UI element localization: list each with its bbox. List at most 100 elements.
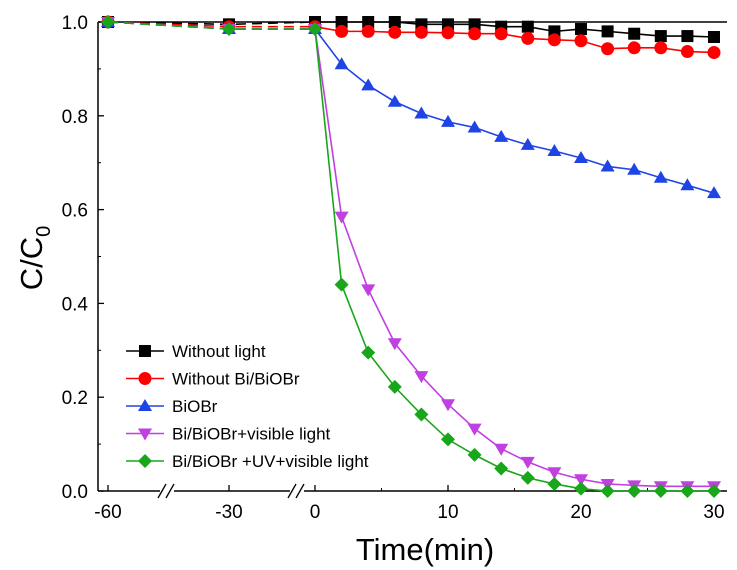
data-point [335, 24, 349, 38]
data-point [574, 34, 588, 48]
legend-label: Bi/BiOBr+visible light [172, 425, 331, 444]
data-point [680, 178, 695, 191]
data-point [575, 23, 587, 36]
series-3 [101, 17, 721, 494]
data-point [707, 484, 721, 498]
x-tick-label: 30 [703, 502, 724, 523]
data-point [441, 399, 455, 412]
data-point [361, 284, 376, 297]
data-point [334, 277, 349, 292]
data-point [600, 484, 615, 498]
data-point [547, 143, 562, 156]
data-point [101, 15, 115, 29]
data-point [574, 151, 588, 164]
data-point [574, 474, 588, 487]
data-point [387, 338, 402, 351]
axes: 0.0 0.2 0.4 0.6 0.8 1.0 -60 -30 0 10 20 30 [62, 13, 727, 523]
legend-item: Bi/BiOBr +UV+visible light [126, 452, 369, 471]
y-tick-label: 0.8 [62, 107, 88, 128]
series-layer [101, 15, 721, 498]
legend-item: Without light [126, 342, 266, 361]
data-point [467, 120, 482, 133]
data-point [574, 481, 588, 496]
data-point [494, 461, 509, 476]
data-point [414, 371, 429, 384]
series-1 [101, 15, 721, 59]
data-point [547, 476, 562, 491]
data-point [707, 186, 721, 199]
legend-label: Without Bi/BiOBr [172, 370, 300, 389]
data-point [388, 16, 401, 28]
data-point [414, 25, 428, 39]
data-point [308, 22, 322, 37]
data-point [494, 27, 508, 41]
series-line [314, 25, 715, 54]
x-tick-label: 20 [570, 502, 591, 523]
x-tick-label: -30 [215, 502, 242, 523]
data-point [494, 129, 509, 142]
data-point [627, 484, 642, 498]
legend: Without light Without Bi/BiOBr BiOBr Bi/BiO… [126, 342, 369, 471]
data-point [601, 42, 615, 56]
data-point [441, 114, 455, 127]
data-point [387, 94, 402, 107]
data-point [361, 78, 376, 91]
data-point [681, 30, 694, 43]
data-point [467, 447, 482, 462]
legend-item: Bi/BiOBr+visible light [126, 425, 331, 444]
legend-item: Without Bi/BiOBr [126, 370, 300, 389]
data-point [334, 57, 349, 70]
legend-marker [138, 372, 152, 385]
data-point [653, 484, 668, 498]
x-tick-label: 10 [437, 502, 458, 523]
x-axis-break-mark [165, 483, 175, 499]
data-point [628, 27, 641, 40]
x-tick-label: 0 [310, 502, 321, 523]
data-point [600, 159, 615, 172]
data-point [653, 170, 668, 183]
data-point [361, 345, 376, 360]
data-point [441, 432, 455, 447]
data-point [601, 25, 614, 38]
legend-marker [138, 399, 152, 411]
data-point [414, 407, 429, 422]
data-point [441, 26, 455, 40]
data-point [334, 211, 349, 224]
data-point [388, 25, 402, 39]
data-point [627, 41, 641, 55]
x-tick-label: -60 [94, 502, 121, 523]
data-point [387, 379, 402, 394]
data-point [521, 20, 534, 33]
legend-label: Without light [172, 342, 266, 361]
data-point [654, 30, 667, 43]
data-point [362, 16, 375, 28]
legend-item: BiOBr [126, 397, 218, 416]
series-line [314, 28, 714, 492]
data-point [548, 25, 561, 38]
legend-label: BiOBr [172, 397, 218, 416]
y-tick-label: 0.0 [62, 482, 88, 503]
legend-label: Bi/BiOBr +UV+visible light [172, 452, 369, 471]
data-point [547, 33, 561, 47]
data-point [521, 31, 535, 45]
x-axis-break-mark [157, 483, 167, 499]
data-point [414, 106, 429, 119]
series-0 [102, 16, 720, 44]
data-point [468, 18, 481, 31]
y-tick-label: 0.6 [62, 201, 88, 222]
data-point [361, 24, 375, 38]
data-point [547, 467, 562, 480]
data-point [335, 16, 348, 28]
series-line [314, 28, 715, 194]
data-point [627, 162, 642, 175]
data-point [708, 31, 720, 44]
data-point [494, 443, 509, 456]
x-axis-break-mark [295, 483, 305, 499]
y-axis-title-subscript: 0 [33, 226, 55, 237]
data-point [680, 45, 694, 59]
data-point [468, 27, 482, 41]
y-axis-title-main: C/C [14, 237, 49, 290]
data-point [520, 470, 535, 485]
legend-marker [138, 454, 152, 468]
